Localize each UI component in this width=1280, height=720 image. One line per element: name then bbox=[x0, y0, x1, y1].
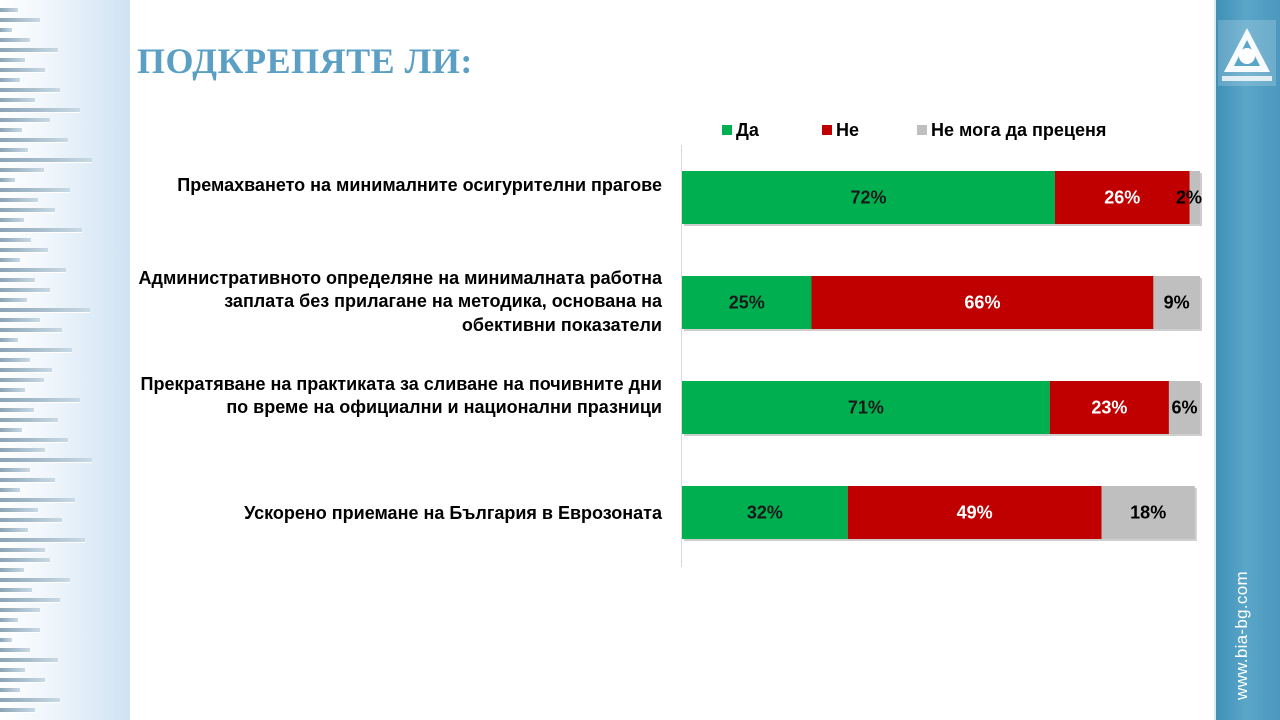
chart-axis bbox=[681, 145, 682, 567]
data-label-4-1: 32% bbox=[747, 503, 783, 523]
bar-1-3 bbox=[1189, 171, 1200, 224]
data-label-1-1: 72% bbox=[850, 188, 886, 208]
data-label-1-3: 2% bbox=[1176, 188, 1202, 208]
legend-item-yes: Да bbox=[722, 120, 759, 140]
legend-item-no: Не bbox=[822, 120, 859, 140]
legend-swatch-cannot bbox=[917, 125, 927, 135]
legend-label-no: Не bbox=[836, 119, 860, 140]
data-label-2-1: 25% bbox=[729, 293, 765, 313]
legend-label-cannot: Не мога да преценя bbox=[931, 119, 1107, 140]
bar-2-2 bbox=[811, 276, 1154, 329]
data-label-3-1: 71% bbox=[848, 398, 884, 418]
bar-3-1 bbox=[682, 381, 1050, 434]
data-label-4-3: 18% bbox=[1130, 503, 1166, 523]
category-label-1: Премахването на минималните осигурителни… bbox=[177, 175, 662, 195]
data-label-2-2: 66% bbox=[964, 293, 1000, 313]
bar-3-2 bbox=[1049, 381, 1169, 434]
category-label-4: Ускорено приемане на България в Еврозона… bbox=[244, 503, 662, 523]
legend-swatch-no bbox=[822, 125, 832, 135]
bar-2-1 bbox=[682, 276, 812, 329]
category-label-3: Прекратяване на практиката за сливане на… bbox=[140, 374, 662, 418]
bia-logo-icon bbox=[1218, 20, 1276, 86]
bar-4-3 bbox=[1101, 486, 1195, 539]
page-title: ПОДКРЕПЯТЕ ЛИ: bbox=[137, 41, 473, 81]
bar-1-1 bbox=[682, 171, 1055, 224]
bar-4-2 bbox=[847, 486, 1102, 539]
data-label-3-2: 23% bbox=[1091, 398, 1127, 418]
category-label-2: Административното определяне на минималн… bbox=[138, 268, 662, 335]
data-label-1-2: 26% bbox=[1104, 188, 1140, 208]
bar-4-1 bbox=[682, 486, 848, 539]
bar-1-2 bbox=[1054, 171, 1190, 224]
legend-swatch-yes bbox=[722, 125, 732, 135]
data-label-3-3: 6% bbox=[1171, 398, 1197, 418]
bar-3-3 bbox=[1168, 381, 1200, 434]
data-label-4-2: 49% bbox=[957, 503, 993, 523]
legend-item-cannot: Не мога да преценя bbox=[917, 120, 1106, 140]
left-decoration bbox=[0, 0, 130, 720]
legend-label-yes: Да bbox=[736, 119, 759, 140]
right-sidebar bbox=[1214, 0, 1280, 720]
data-label-2-3: 9% bbox=[1164, 293, 1190, 313]
bar-2-3 bbox=[1153, 276, 1200, 329]
